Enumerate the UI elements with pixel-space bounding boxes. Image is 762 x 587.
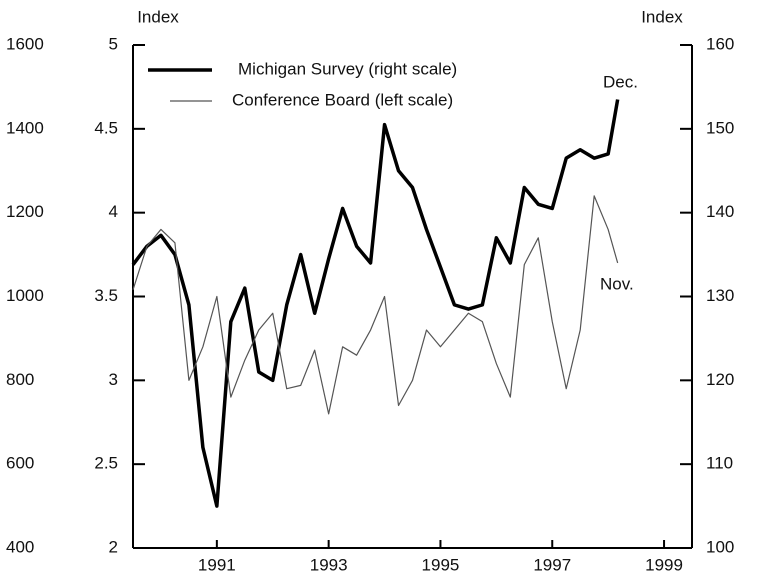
y-tick-label: 3 [109, 370, 118, 389]
series-line [131, 99, 620, 508]
y2-tick-label: 110 [706, 454, 733, 473]
y-tick-label: 5 [109, 34, 118, 53]
y3-tick-label: 1000 [6, 286, 44, 305]
annotation: Nov. [600, 274, 634, 293]
y3-tick-label: 600 [6, 454, 34, 473]
legend-label: Conference Board (left scale) [232, 90, 453, 109]
y3-tick-label: 800 [6, 370, 34, 389]
x-tick-label: 1997 [533, 555, 571, 574]
y2-tick-label: 150 [706, 118, 734, 137]
x-tick-label: 1999 [645, 555, 683, 574]
y2-axis-label: Index [641, 7, 683, 26]
y2-tick-label: 120 [706, 370, 734, 389]
y-axis-label: Index [137, 7, 179, 26]
y-tick-label: 4 [109, 202, 118, 221]
y3-tick-label: 1600 [6, 34, 44, 53]
x-tick-label: 1991 [198, 555, 236, 574]
y-tick-label: 4.5 [94, 118, 118, 137]
y2-tick-label: 140 [706, 202, 734, 221]
series-line [132, 195, 619, 415]
y2-tick-label: 160 [706, 34, 734, 53]
x-tick-label: 1993 [310, 555, 348, 574]
annotation: Dec. [603, 72, 638, 91]
y2-tick-label: 100 [706, 537, 734, 556]
y-tick-label: 3.5 [94, 286, 118, 305]
y3-tick-label: 1200 [6, 202, 44, 221]
y-tick-label: 2.5 [94, 454, 118, 473]
y-tick-label: 2 [109, 537, 118, 556]
y3-tick-label: 1400 [6, 118, 44, 137]
y3-tick-label: 400 [6, 537, 34, 556]
x-tick-label: 1995 [422, 555, 460, 574]
y2-tick-label: 130 [706, 286, 734, 305]
legend-label: Michigan Survey (right scale) [238, 59, 457, 78]
